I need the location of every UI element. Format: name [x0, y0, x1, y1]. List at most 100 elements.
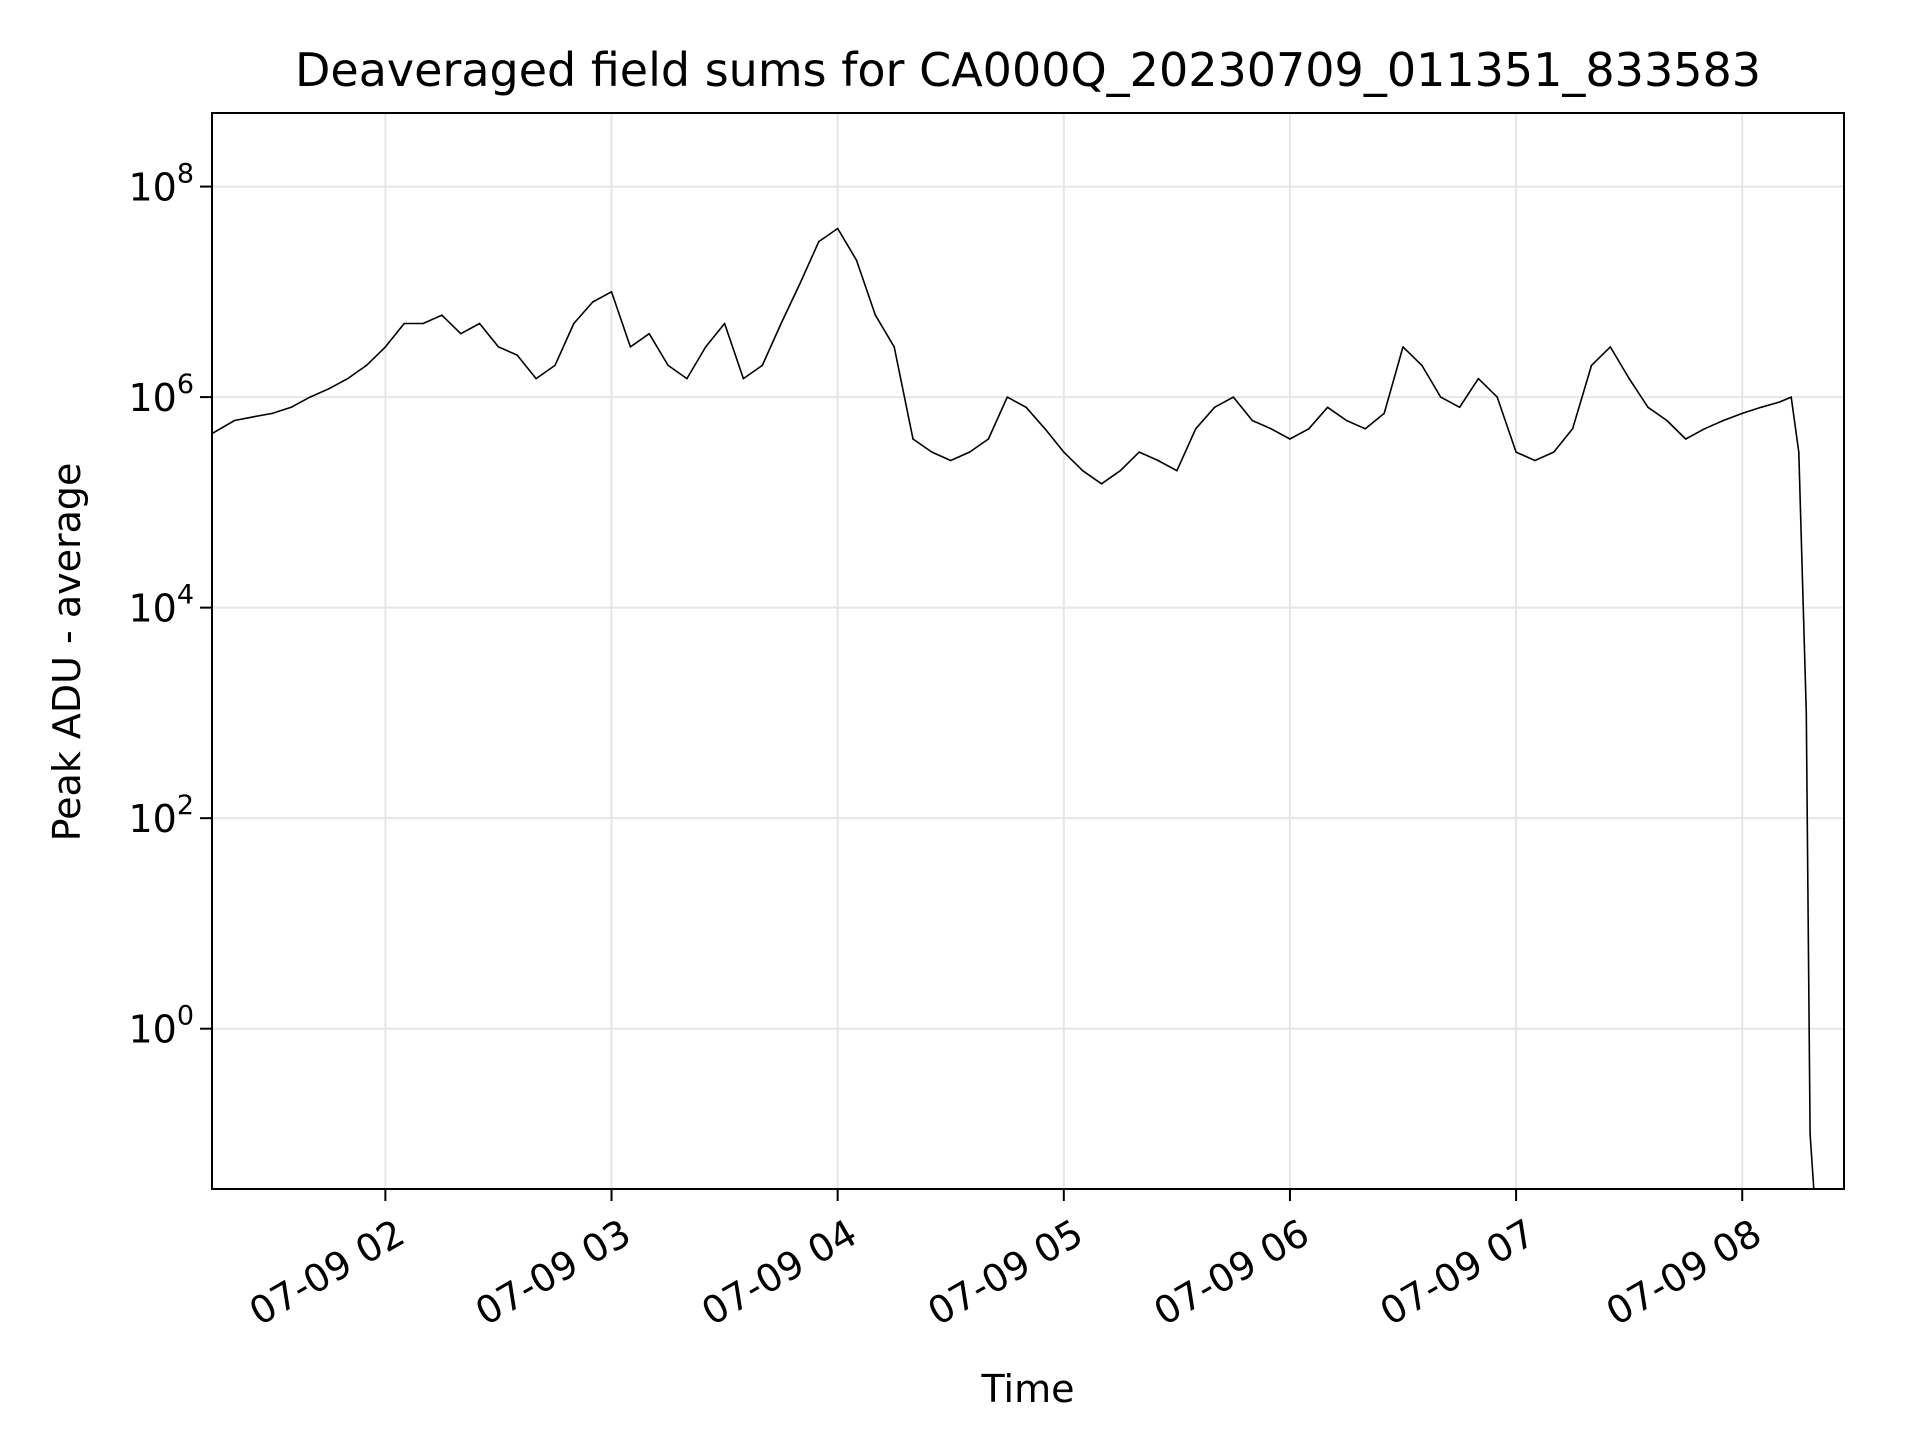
series-point: [422, 322, 424, 325]
series-point: [1081, 469, 1084, 472]
y-axis-label: Peak ADU - average: [45, 463, 89, 842]
series-point: [1364, 428, 1367, 430]
series-point: [780, 322, 782, 325]
series-point: [1119, 469, 1122, 472]
y-tick-exponent: 6: [177, 369, 194, 400]
series-point: [1647, 406, 1649, 409]
series-point: [591, 301, 594, 303]
series-point: [968, 451, 971, 453]
y-tick-label: 106: [128, 369, 194, 420]
series-point: [1790, 396, 1792, 398]
series-point: [516, 354, 519, 357]
series-point: [1515, 451, 1517, 453]
y-tick-base: 10: [128, 166, 176, 210]
y-tick-exponent: 2: [177, 790, 194, 821]
series-point: [686, 377, 688, 380]
series-point: [704, 346, 707, 348]
series-point: [1063, 451, 1065, 453]
y-tick-label: 104: [128, 580, 194, 631]
series-point: [931, 451, 933, 453]
series-point: [1439, 396, 1442, 398]
series-point: [1458, 406, 1461, 409]
series-point: [290, 406, 293, 409]
series-point: [1421, 364, 1423, 367]
series-point: [365, 364, 368, 367]
series-point: [403, 322, 406, 325]
series-point: [252, 416, 255, 418]
series-point: [1628, 377, 1630, 380]
y-tick-label: 100: [128, 1001, 194, 1052]
series-point: [667, 364, 669, 367]
y-tick-label: 102: [128, 790, 194, 841]
series-point: [1809, 1133, 1811, 1135]
series-point: [478, 322, 481, 325]
series-point: [799, 282, 801, 285]
y-tick-base: 10: [128, 587, 176, 631]
series-point: [497, 346, 500, 348]
series-point: [836, 227, 839, 230]
series-point: [1666, 419, 1668, 422]
series-point: [1345, 419, 1348, 422]
series-point: [987, 438, 990, 440]
series-point: [554, 364, 556, 367]
series-point: [723, 322, 726, 325]
series-point: [893, 346, 895, 348]
series-point: [742, 377, 745, 380]
y-tick-label: 108: [128, 159, 194, 210]
series-point: [460, 332, 462, 335]
series-point: [1326, 406, 1329, 409]
series-point: [1684, 438, 1687, 440]
y-tick-exponent: 4: [177, 580, 194, 611]
series-point: [1383, 412, 1385, 415]
series-layer: [211, 227, 1815, 1190]
series-point: [874, 314, 877, 317]
series-point: [1477, 377, 1480, 380]
series-point: [573, 322, 575, 325]
series-point: [346, 377, 349, 380]
series-point: [1722, 419, 1725, 422]
x-axis-label: Time: [981, 1367, 1075, 1411]
series-point: [1006, 396, 1009, 398]
series-point: [1251, 419, 1254, 422]
series-point: [1805, 712, 1808, 714]
series-point: [1308, 428, 1310, 430]
series-point: [1025, 406, 1027, 409]
plot-area-frame: [211, 112, 1845, 1190]
series-point: [1609, 346, 1612, 348]
series-point: [1798, 451, 1800, 453]
series-point: [1044, 428, 1046, 430]
series-point: [1232, 396, 1235, 398]
series-point: [629, 346, 632, 348]
series-point: [1553, 451, 1555, 453]
series-point: [1571, 428, 1574, 430]
series-point: [1741, 412, 1743, 415]
series-point: [1176, 469, 1178, 472]
y-tick-exponent: 8: [177, 159, 194, 190]
y-tick-base: 10: [128, 1008, 176, 1052]
series-point: [309, 396, 311, 398]
series-point: [1289, 438, 1291, 440]
series-point: [1213, 406, 1216, 409]
y-tick-exponent: 0: [177, 1001, 194, 1032]
series-point: [912, 438, 914, 440]
series-point: [328, 388, 330, 390]
series-point: [1402, 346, 1404, 348]
series-point: [233, 419, 236, 422]
grid-lines: [212, 113, 1844, 1189]
series-point: [1496, 396, 1498, 398]
series-point: [761, 364, 764, 367]
series-point: [1779, 401, 1781, 403]
series-point: [1590, 364, 1593, 367]
y-tick-base: 10: [128, 797, 176, 841]
series-point: [271, 412, 274, 415]
series-point: [610, 291, 613, 293]
series-point: [1157, 459, 1159, 462]
series-point: [1703, 428, 1706, 430]
series-point: [1760, 406, 1762, 409]
series-point: [384, 346, 387, 348]
series-point: [818, 240, 820, 243]
series-point: [441, 314, 443, 317]
chart-title: Deaveraged field sums for CA000Q_2023070…: [295, 43, 1761, 97]
series-point: [1100, 483, 1103, 485]
